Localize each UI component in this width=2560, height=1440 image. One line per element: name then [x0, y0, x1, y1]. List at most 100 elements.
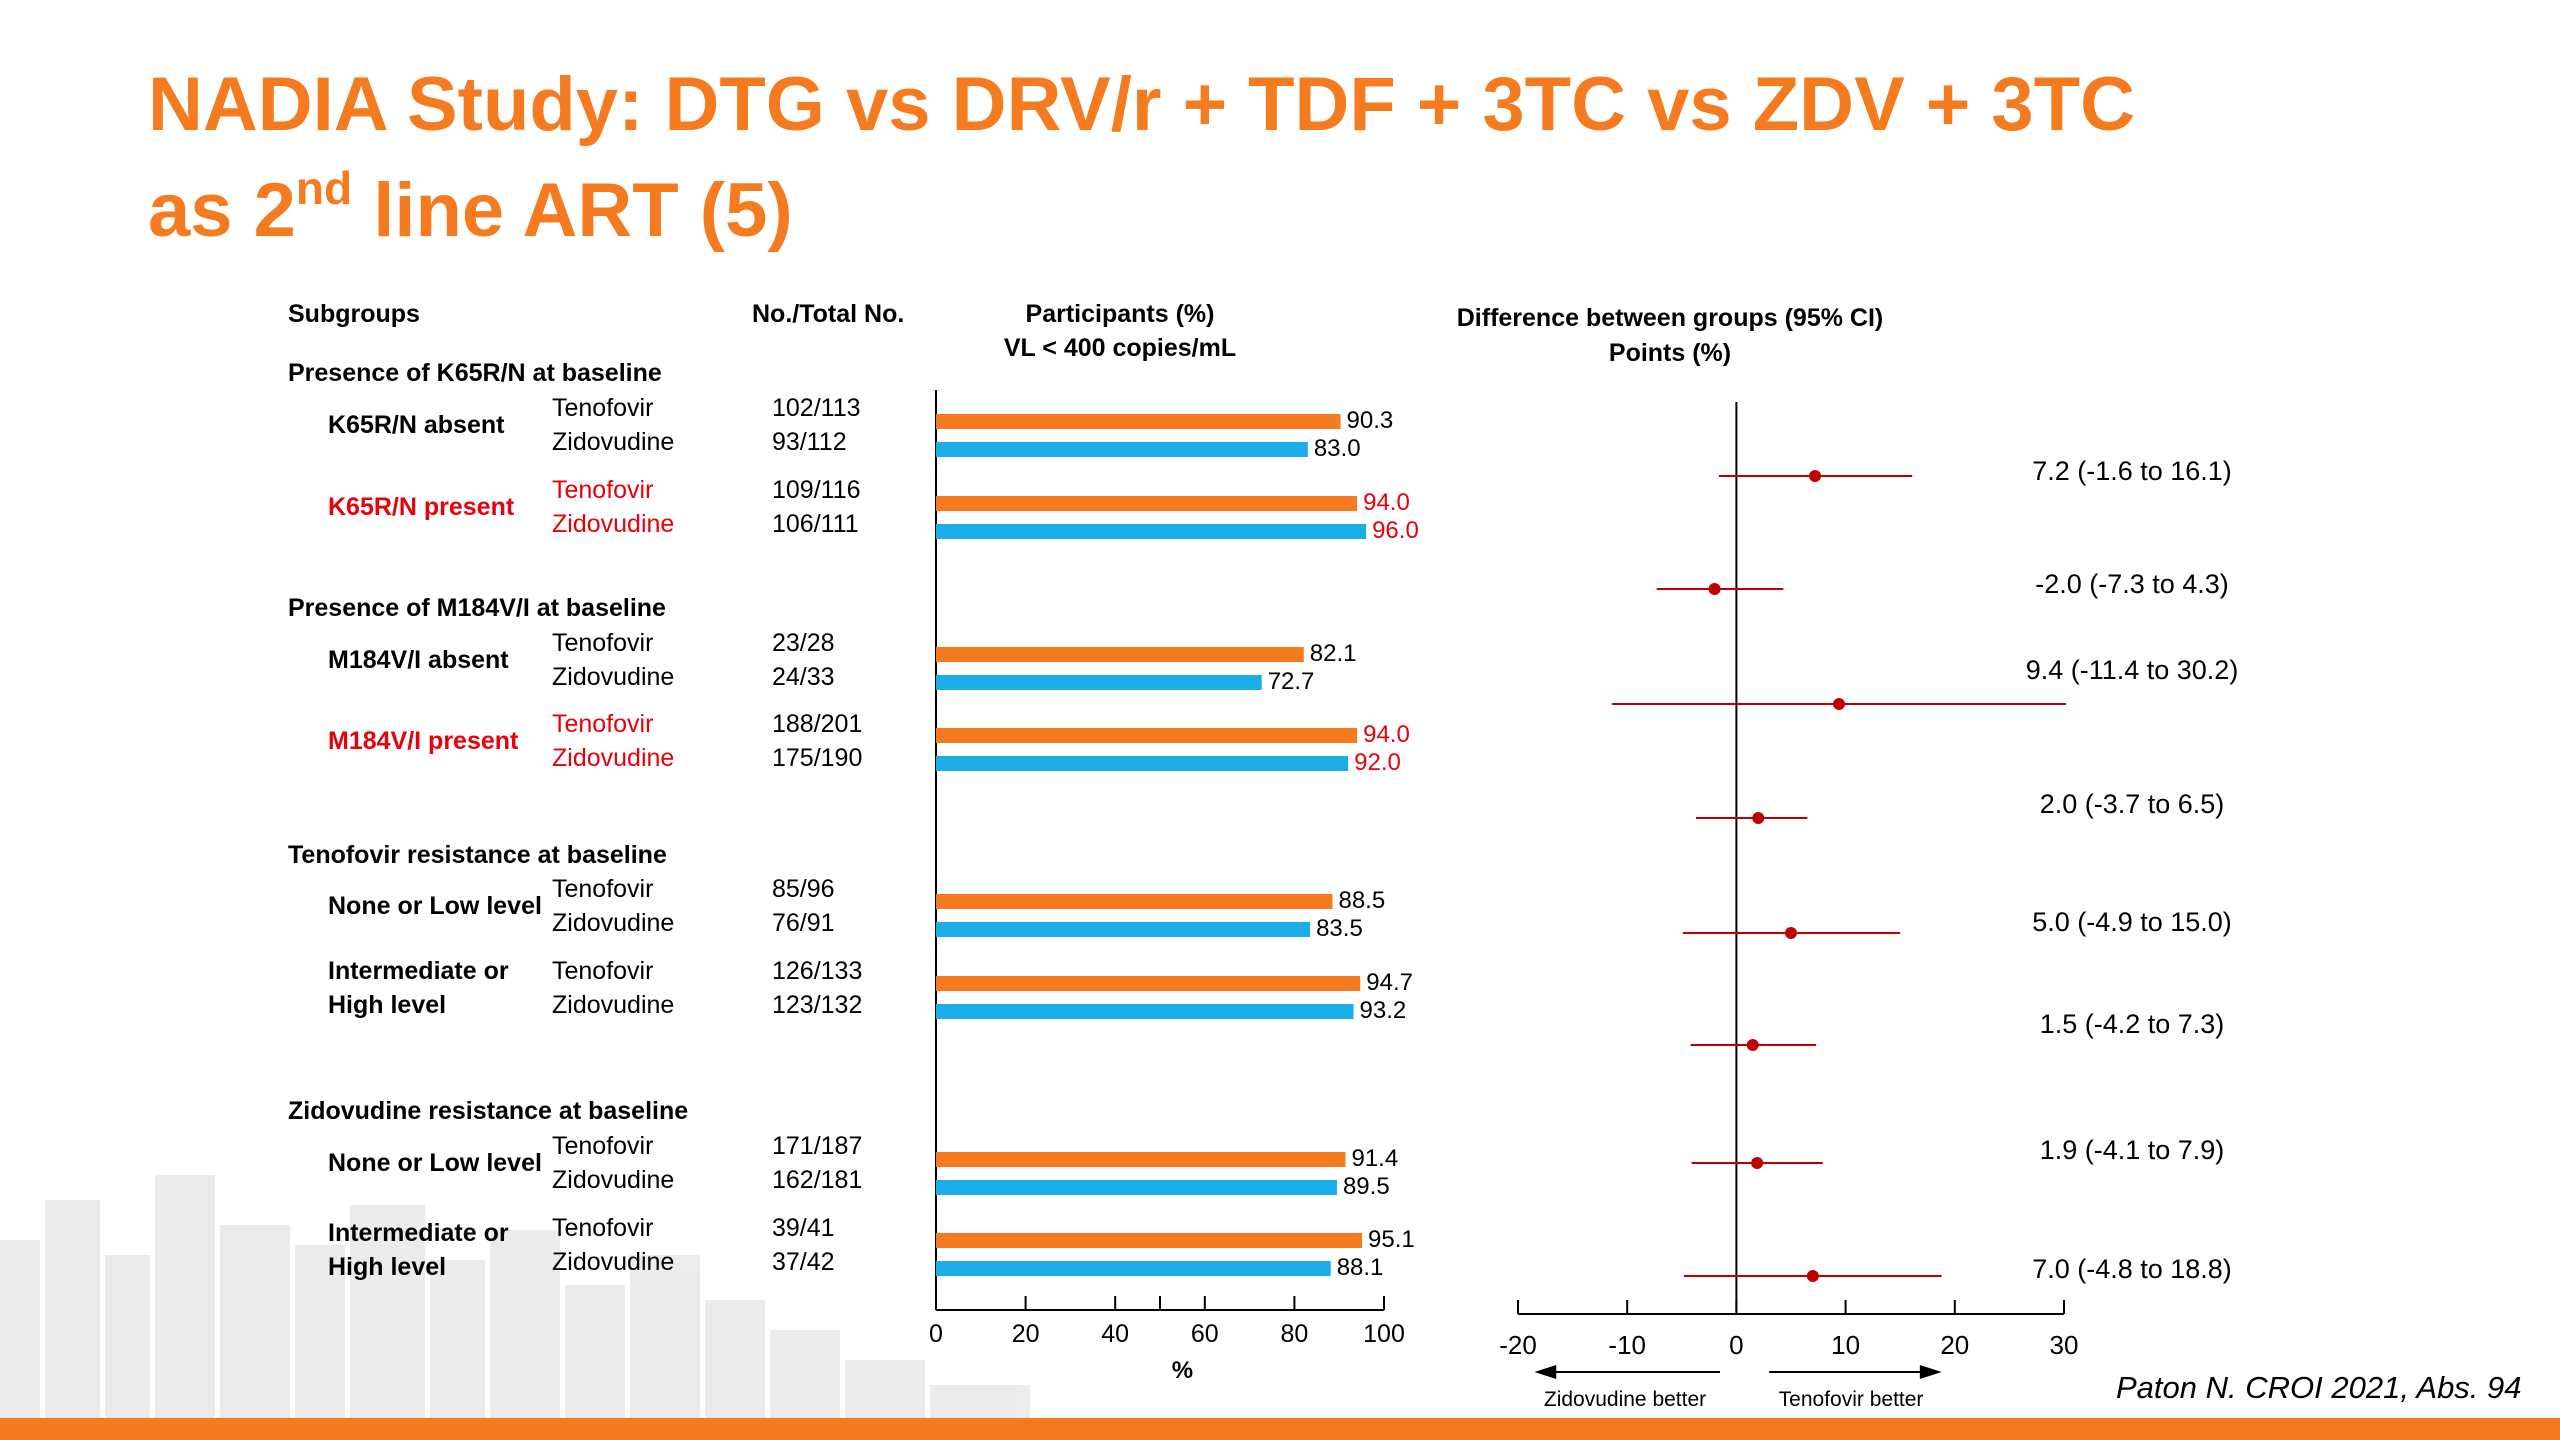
arrow-left-icon	[1534, 1365, 1557, 1379]
bar-value-label: 88.5	[1338, 887, 1385, 914]
tenofovir-bar	[936, 894, 1333, 909]
forest-ci-label: 1.9 (-4.1 to 7.9)	[2040, 1135, 2225, 1165]
title-line-2-start: as 2	[148, 168, 296, 253]
arm-label: Zidovudine	[552, 663, 675, 691]
bar-value-label: 89.5	[1343, 1173, 1390, 1200]
count-value: 109/116	[772, 476, 861, 504]
arm-label: Tenofovir	[552, 957, 654, 985]
no-total-header: No./Total No.	[752, 300, 905, 328]
forest-ci-label: 1.5 (-4.2 to 7.3)	[2040, 1009, 2225, 1039]
tenofovir-bar	[936, 647, 1304, 662]
forest-point	[1806, 1270, 1819, 1282]
zidovudine-better-label: Zidovudine better	[1544, 1388, 1706, 1411]
arm-label: Tenofovir	[552, 1132, 654, 1160]
subgroups-header: Subgroups	[288, 300, 420, 328]
tenofovir-bar	[936, 1233, 1363, 1248]
arm-label: Tenofovir	[552, 394, 654, 422]
bar-value-label: 91.4	[1351, 1145, 1398, 1172]
subgroup-label: M184V/I absent	[328, 646, 509, 674]
subgroup-label: None or Low level	[328, 1149, 542, 1177]
participants-header-line1: Participants (%)	[1025, 300, 1215, 328]
bar-chart-tick-label: 60	[1191, 1320, 1219, 1348]
zidovudine-bar	[936, 675, 1262, 690]
arm-label: Tenofovir	[552, 1214, 654, 1242]
tenofovir-bar	[936, 414, 1341, 429]
arm-label: Tenofovir	[552, 476, 654, 504]
title-superscript: nd	[295, 162, 353, 214]
subgroup-label-line2: High level	[328, 991, 447, 1019]
zidovudine-bar	[936, 1180, 1337, 1195]
count-value: 123/132	[772, 991, 863, 1019]
bar-value-label: 96.0	[1372, 517, 1419, 544]
forest-point	[1746, 1039, 1759, 1051]
count-value: 162/181	[772, 1166, 863, 1194]
arm-label: Zidovudine	[552, 744, 675, 772]
arm-label: Zidovudine	[552, 991, 675, 1019]
arm-label: Tenofovir	[552, 710, 654, 738]
forest-point	[1751, 1157, 1764, 1169]
slide-title: NADIA Study: DTG vs DRV/r + TDF + 3TC vs…	[148, 52, 2135, 264]
count-value: 126/133	[772, 957, 863, 985]
zidovudine-bar	[936, 524, 1367, 539]
count-value: 37/42	[772, 1248, 835, 1276]
forest-tick-label: -20	[1499, 1330, 1537, 1360]
forest-tick-label: 30	[2050, 1330, 2079, 1360]
arm-label: Zidovudine	[552, 510, 675, 538]
section-title: Presence of K65R/N at baseline	[288, 359, 662, 387]
citation: Paton N. CROI 2021, Abs. 94	[2116, 1370, 2522, 1405]
tenofovir-better-label: Tenofovir better	[1779, 1388, 1924, 1411]
bar-chart-tick-label: 20	[1012, 1320, 1040, 1348]
arm-label: Zidovudine	[552, 428, 675, 456]
forest-point	[1708, 583, 1721, 595]
subgroup-label: K65R/N present	[328, 493, 515, 521]
bar-chart-tick-label: 100	[1363, 1320, 1405, 1348]
bar-value-label: 82.1	[1310, 640, 1357, 667]
forest-ci-label: 7.2 (-1.6 to 16.1)	[2032, 456, 2232, 486]
arrow-right-icon	[1919, 1365, 1942, 1379]
arm-label: Zidovudine	[552, 1166, 675, 1194]
bar-chart-tick-label: 0	[929, 1320, 943, 1348]
bar-value-label: 93.2	[1360, 997, 1407, 1024]
zidovudine-bar	[936, 1261, 1331, 1276]
count-value: 85/96	[772, 875, 835, 903]
bar-value-label: 83.0	[1314, 435, 1361, 462]
arm-label: Tenofovir	[552, 629, 654, 657]
forest-ci-label: 9.4 (-11.4 to 30.2)	[2026, 655, 2239, 685]
zidovudine-bar	[936, 442, 1308, 457]
difference-header-line1: Difference between groups (95% CI)	[1456, 304, 1884, 332]
count-value: 93/112	[772, 428, 847, 456]
forest-point	[1785, 927, 1797, 939]
subgroup-label: Intermediate or	[328, 957, 509, 985]
forest-tick-label: 0	[1729, 1330, 1743, 1360]
zidovudine-bar	[936, 1004, 1354, 1019]
title-line-1: NADIA Study: DTG vs DRV/r + TDF + 3TC vs…	[148, 62, 2135, 147]
tenofovir-bar	[936, 496, 1358, 511]
bar-value-label: 88.1	[1337, 1254, 1384, 1281]
forest-ci-label: 5.0 (-4.9 to 15.0)	[2032, 907, 2232, 937]
count-value: 76/91	[772, 909, 835, 937]
section-title: Presence of M184V/I at baseline	[288, 594, 666, 622]
subgroup-label: None or Low level	[328, 892, 542, 920]
count-value: 102/113	[772, 394, 861, 422]
bar-value-label: 90.3	[1347, 407, 1394, 434]
count-value: 188/201	[772, 710, 863, 738]
section-title: Zidovudine resistance at baseline	[288, 1097, 689, 1125]
section-title: Tenofovir resistance at baseline	[288, 841, 667, 869]
forest-point	[1809, 470, 1822, 482]
bottom-accent-bar	[0, 1418, 2560, 1440]
bar-value-label: 95.1	[1368, 1226, 1415, 1253]
title-line-2-end: line ART (5)	[352, 168, 793, 253]
subgroup-label: Intermediate or	[328, 1219, 509, 1247]
bar-value-label: 94.0	[1363, 489, 1410, 516]
forest-ci-label: 2.0 (-3.7 to 6.5)	[2040, 789, 2225, 819]
forest-ci-label: -2.0 (-7.3 to 4.3)	[2035, 569, 2229, 599]
tenofovir-bar	[936, 1152, 1346, 1167]
tenofovir-bar	[936, 728, 1358, 743]
participants-header-line2: VL < 400 copies/mL	[1003, 334, 1237, 362]
bar-chart-tick-label: 80	[1280, 1320, 1308, 1348]
subgroup-label: K65R/N absent	[328, 411, 505, 439]
bar-value-label: 72.7	[1268, 668, 1315, 695]
forest-tick-label: -10	[1608, 1330, 1646, 1360]
